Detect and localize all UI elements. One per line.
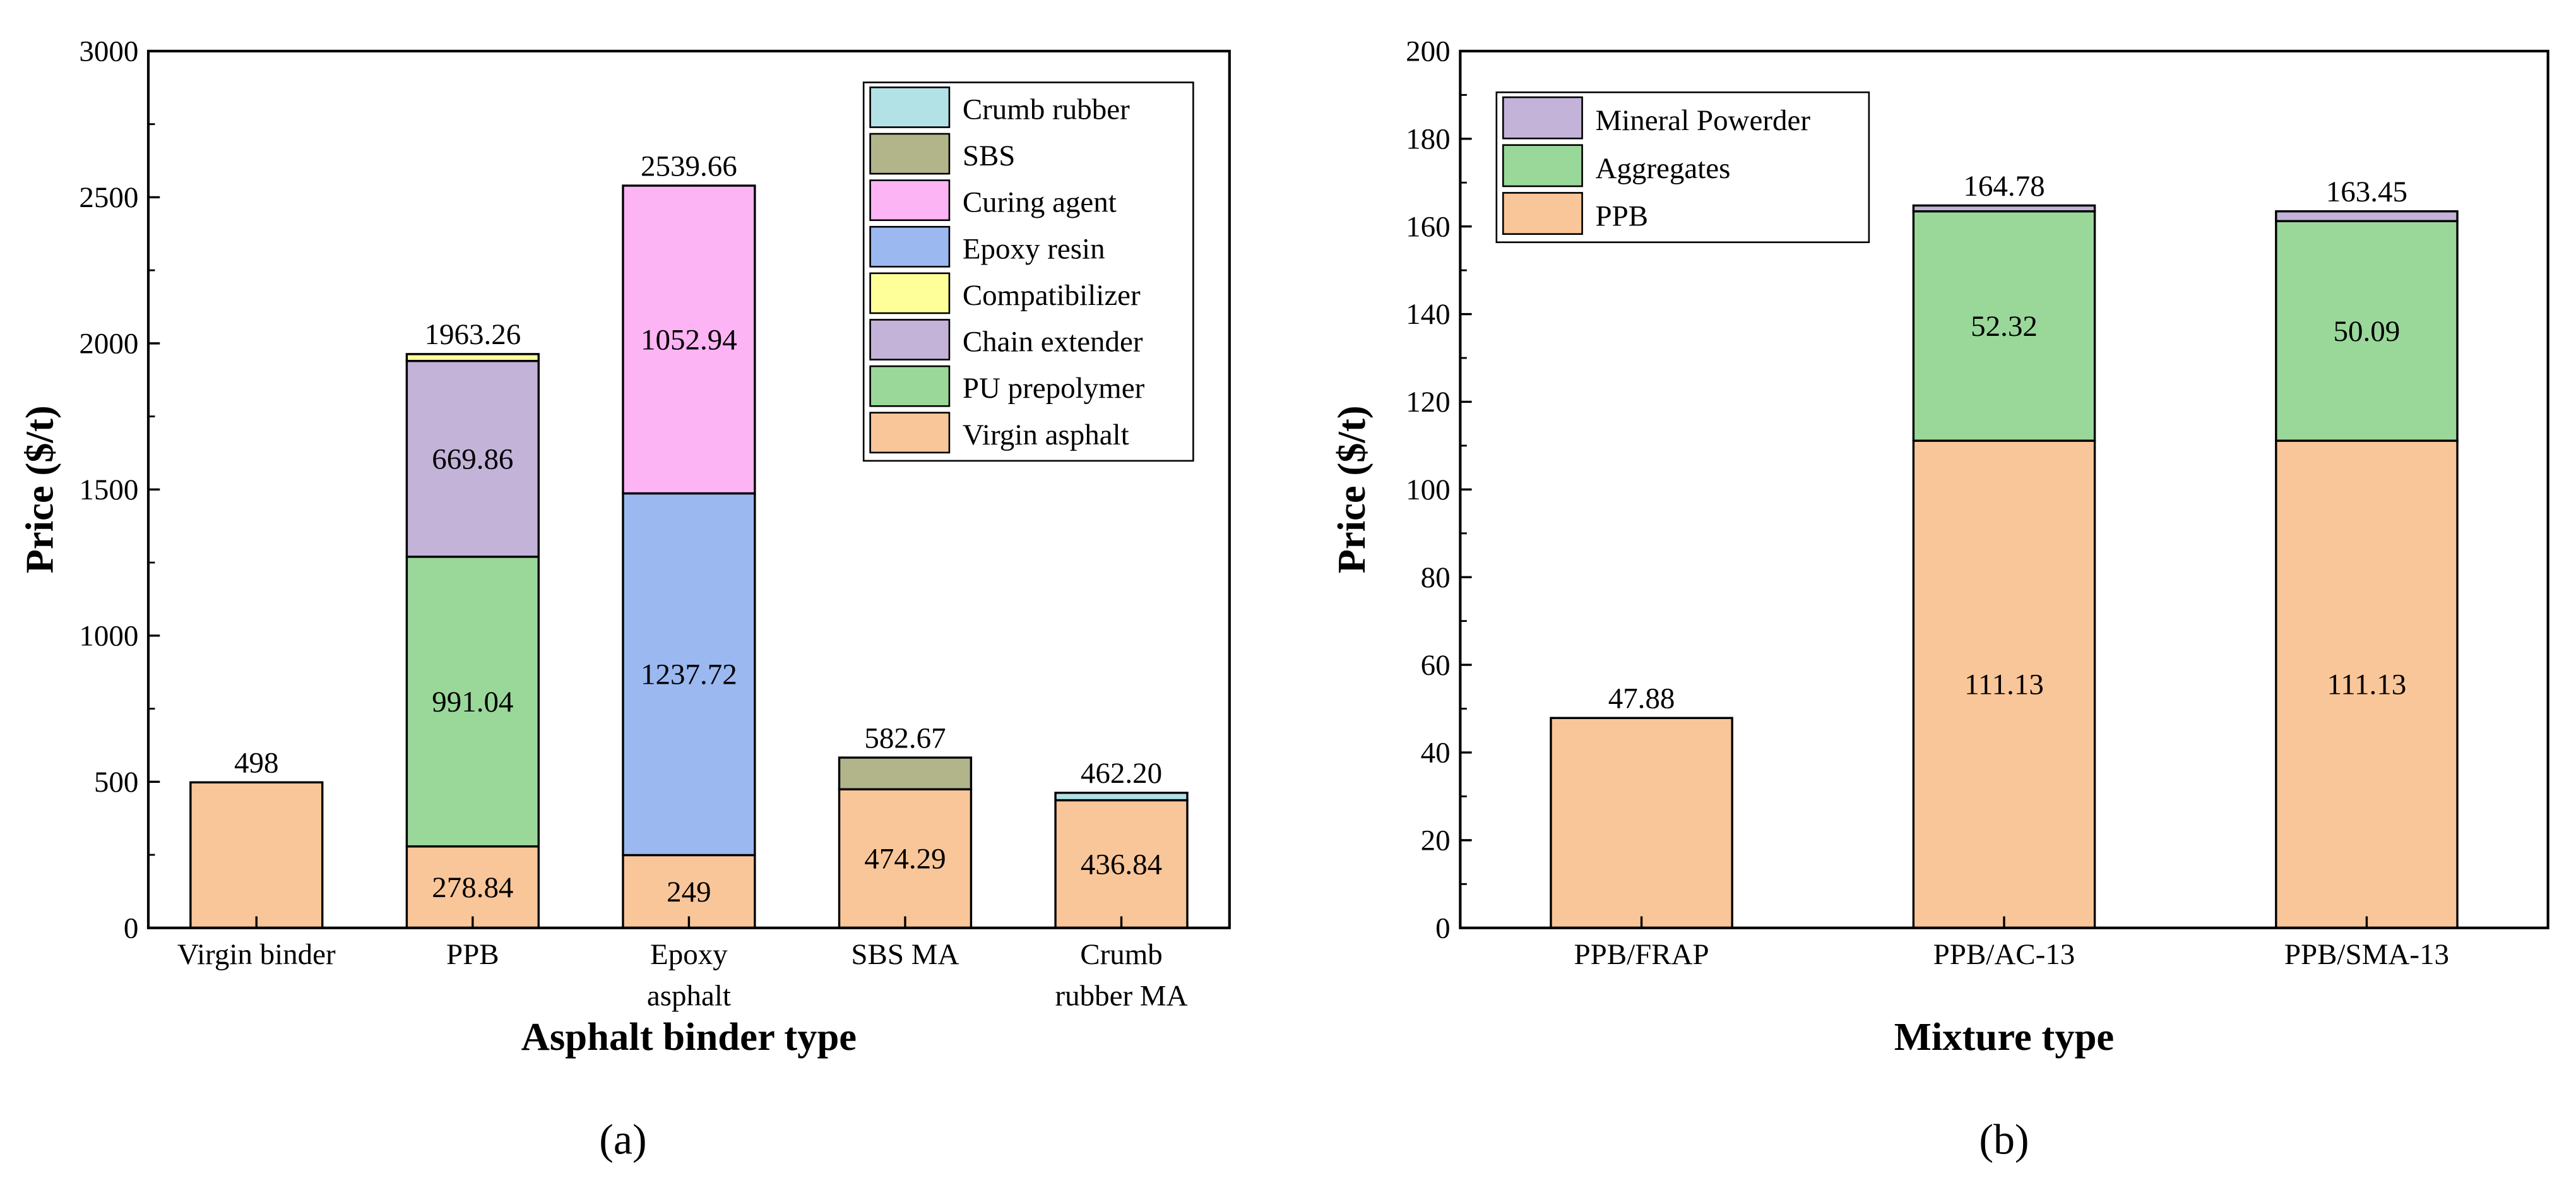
x-tick-label: Crumb	[1080, 938, 1163, 971]
legend-swatch	[869, 133, 951, 175]
bar-total-label: 47.88	[1608, 682, 1675, 715]
x-tick-label: SBS MA	[851, 938, 959, 971]
legend-label: SBS	[963, 140, 1016, 172]
y-tick-label: 200	[1406, 35, 1450, 68]
legend-swatch	[869, 412, 951, 454]
y-axis-title: Price ($/t)	[1329, 405, 1374, 573]
bar-segment	[405, 845, 540, 929]
y-tick-label: 1000	[79, 619, 138, 652]
bar-total-label: 462.20	[1081, 757, 1162, 790]
x-tick-label: Virgin binder	[177, 938, 336, 971]
bar-segment	[622, 854, 756, 929]
y-tick-label: 160	[1406, 210, 1450, 243]
y-tick-label: 0	[124, 912, 139, 944]
segment-value-label: 111.13	[2327, 669, 2407, 701]
segment-value-label: 1052.94	[641, 323, 737, 356]
segment-value-label: 474.29	[864, 843, 946, 876]
y-tick-label: 3000	[79, 35, 138, 68]
y-tick-label: 120	[1406, 386, 1450, 419]
bar-segment	[622, 184, 756, 495]
bar-segment	[189, 781, 324, 929]
legend-swatch	[869, 179, 951, 222]
segment-value-label: 52.32	[1971, 310, 2038, 343]
legend-label: Chain extender	[963, 326, 1143, 359]
segment-value-label: 249	[667, 876, 711, 908]
segment-value-label: 436.84	[1081, 848, 1162, 881]
bar-segment	[1550, 717, 1733, 929]
bar-segment	[405, 353, 540, 362]
legend-swatch	[869, 272, 951, 314]
bar-segment	[2275, 210, 2459, 222]
bar-total-label: 2539.66	[641, 150, 737, 182]
panel-label: (a)	[599, 1116, 646, 1163]
legend-swatch	[869, 365, 951, 407]
legend-label: PU prepolymer	[963, 372, 1145, 405]
bar-segment	[1054, 799, 1189, 929]
y-tick-label: 60	[1421, 649, 1451, 682]
x-tick-label: PPB/FRAP	[1574, 938, 1709, 971]
x-axis-title: Asphalt binder type	[521, 1015, 857, 1059]
bar-total-label: 582.67	[864, 722, 946, 754]
bar-total-label: 498	[234, 747, 278, 780]
legend-label: PPB	[1595, 200, 1648, 233]
bar-total-label: 164.78	[1963, 170, 2045, 203]
legend-label: Compatibilizer	[963, 279, 1141, 312]
x-tick-label: asphalt	[647, 979, 731, 1012]
y-tick-label: 2500	[79, 181, 138, 214]
legend-label: Aggregates	[1595, 152, 1730, 185]
legend-swatch	[1502, 192, 1583, 235]
y-tick-label: 40	[1421, 737, 1451, 770]
legend-swatch	[869, 225, 951, 268]
panel-a-chart: 498 Virgin binder 278.84 991.04 669.86 1963.2…	[18, 35, 1231, 1163]
bar-segment	[1912, 210, 2096, 442]
bar-segment	[2275, 220, 2459, 442]
bar-segment	[2275, 439, 2459, 929]
x-axis-title: Mixture type	[1894, 1015, 2115, 1059]
legend-swatch	[1502, 96, 1583, 140]
y-tick-label: 80	[1421, 561, 1451, 594]
bar-segment	[405, 556, 540, 848]
legend-label: Crumb rubber	[963, 93, 1130, 126]
legend-label: Mineral Powerder	[1595, 104, 1810, 137]
y-tick-label: 1500	[79, 473, 138, 506]
bar-segment	[1054, 792, 1189, 802]
segment-value-label: 278.84	[432, 871, 513, 904]
y-tick-label: 100	[1406, 473, 1450, 506]
bar-segment	[1912, 204, 2096, 213]
legend-label: Virgin asphalt	[963, 419, 1129, 451]
legend-label: Curing agent	[963, 186, 1117, 219]
x-tick-label: rubber MA	[1055, 979, 1187, 1012]
y-tick-label: 2000	[79, 328, 138, 360]
panel-b-chart: 47.88 PPB/FRAP 111.13 52.32 164.78 PPB/AC-13 1…	[1329, 35, 2549, 1163]
legend-swatch	[869, 86, 951, 128]
y-tick-label: 20	[1421, 825, 1451, 857]
legend-swatch	[869, 319, 951, 360]
y-tick-label: 180	[1406, 122, 1450, 155]
y-axis-title: Price ($/t)	[18, 405, 62, 573]
bar-total-label: 163.45	[2326, 176, 2407, 208]
y-tick-label: 500	[94, 766, 138, 799]
bar-segment	[838, 756, 973, 790]
y-tick-label: 0	[1435, 912, 1451, 944]
y-tick-label: 140	[1406, 298, 1450, 331]
x-tick-label: PPB/SMA-13	[2284, 938, 2449, 971]
bar-segment	[1912, 439, 2096, 929]
bar-total-label: 1963.26	[424, 318, 521, 351]
panel-label: (b)	[1979, 1116, 2029, 1163]
bar-segment	[622, 492, 756, 857]
legend-label: Epoxy resin	[963, 232, 1105, 265]
segment-value-label: 1237.72	[641, 658, 737, 691]
x-tick-label: Epoxy	[650, 938, 728, 971]
legend-swatch	[1502, 144, 1583, 188]
segment-value-label: 669.86	[432, 443, 513, 475]
segment-value-label: 111.13	[1964, 669, 2044, 701]
segment-value-label: 991.04	[432, 686, 513, 718]
segment-value-label: 50.09	[2334, 315, 2401, 348]
x-tick-label: PPB/AC-13	[1933, 938, 2075, 971]
x-tick-label: PPB	[446, 938, 499, 971]
